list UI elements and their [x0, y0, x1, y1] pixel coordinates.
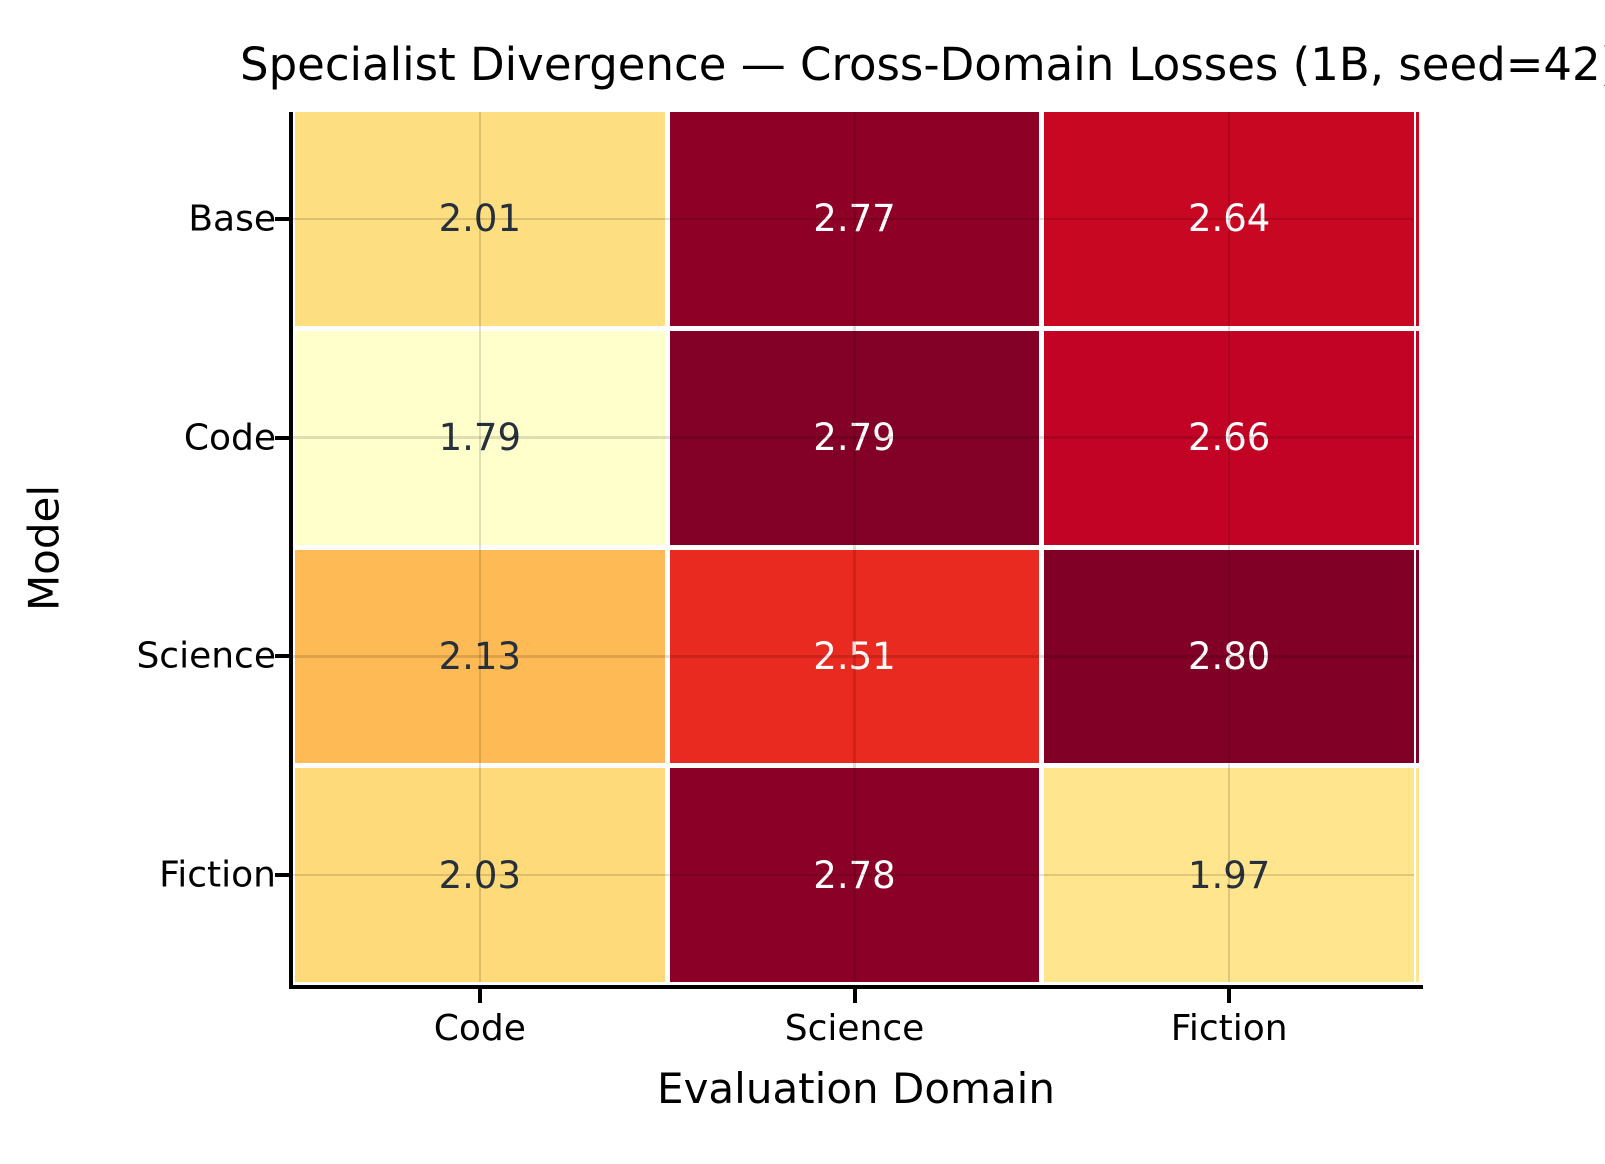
heatmap-grid: 2.01 2.77 2.64 1.79 2.79 2.66 2.13 2.51 2.80 2.03…: [295, 112, 1414, 982]
cell-value: 2.66: [1187, 416, 1271, 460]
y-tick-label: Fiction: [159, 854, 276, 896]
cell-value: 2.80: [1187, 634, 1271, 678]
heatmap-cell: 2.03: [295, 768, 665, 982]
cell-value: 1.97: [1187, 853, 1271, 897]
x-axis-label: Evaluation Domain: [657, 1064, 1055, 1113]
y-tick-label: Science: [136, 635, 276, 677]
heatmap-cell: 1.97: [1044, 768, 1414, 982]
x-tick-label: Fiction: [1170, 1008, 1288, 1049]
cell-value: 2.77: [813, 197, 896, 241]
y-tick-mark: [275, 654, 289, 659]
x-tick-label: Science: [784, 1008, 925, 1049]
heatmap-cell: 2.66: [1044, 330, 1414, 545]
chart-title: Specialist Divergence — Cross-Domain Los…: [240, 38, 1605, 91]
y-tick-mark: [275, 435, 289, 440]
y-tick-mark: [275, 873, 289, 878]
cell-value: 2.03: [438, 853, 522, 897]
y-axis-label: Model: [19, 484, 69, 612]
x-tick-label: Code: [433, 1008, 526, 1049]
x-tick-mark: [477, 989, 482, 1003]
row-edge-strip: [1416, 330, 1419, 545]
cell-value: 2.78: [813, 853, 896, 897]
cell-value: 1.79: [438, 416, 522, 460]
plot-area: 2.01 2.77 2.64 1.79 2.79 2.66 2.13 2.51 2.80 2.03…: [293, 112, 1419, 985]
y-tick-mark: [275, 216, 289, 221]
row-edge-strip: [1416, 768, 1419, 982]
heatmap-cell: 2.01: [295, 112, 665, 326]
cell-value: 2.79: [813, 416, 896, 460]
heatmap-cell: 2.80: [1044, 549, 1414, 764]
y-tick-label: Base: [188, 198, 276, 240]
heatmap-cell: 2.51: [669, 549, 1040, 764]
heatmap-cell: 2.13: [295, 549, 665, 764]
x-tick-mark: [1227, 989, 1232, 1003]
left-spine: [289, 112, 293, 989]
heatmap-cell: 2.79: [669, 330, 1040, 545]
cell-value: 2.51: [813, 634, 896, 678]
heatmap-cell: 2.64: [1044, 112, 1414, 326]
y-tick-label: Code: [183, 417, 276, 459]
bottom-spine: [289, 985, 1423, 989]
cell-value: 2.01: [438, 197, 522, 241]
heatmap-cell: 1.79: [295, 330, 665, 545]
heatmap-cell: 2.78: [669, 768, 1040, 982]
cell-value: 2.64: [1187, 197, 1271, 241]
heatmap-cell: 2.77: [669, 112, 1040, 326]
cell-value: 2.13: [438, 634, 522, 678]
row-edge-strip: [1416, 549, 1419, 764]
row-edge-strip: [1416, 112, 1419, 326]
x-tick-mark: [852, 989, 857, 1003]
